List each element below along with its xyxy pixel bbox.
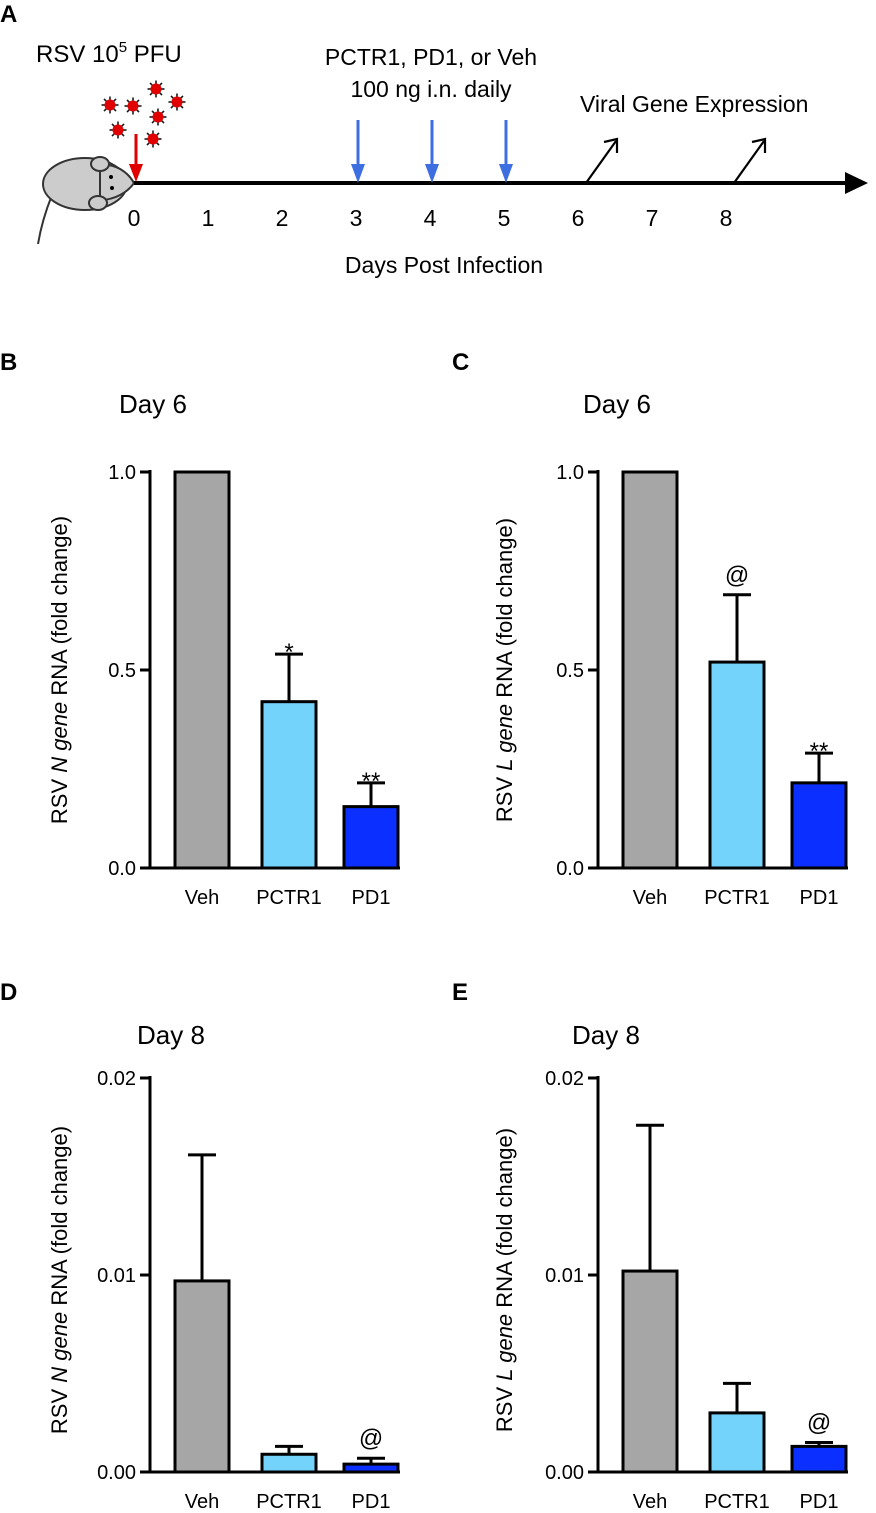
- y-axis-label-b: RSV N gene RNA (fold change): [47, 516, 72, 824]
- virus-icon: [168, 93, 186, 111]
- y-tick-label-c-0: 0.0: [556, 858, 584, 880]
- significance-marker-e-2: @: [807, 1409, 831, 1436]
- significance-marker-b-2: **: [362, 768, 381, 795]
- outcome-label: Viral Gene Expression: [580, 91, 808, 117]
- category-label-e-1: PCTR1: [704, 1491, 770, 1513]
- y-tick-label-b-0: 0.0: [108, 858, 136, 880]
- category-label-c-0: Veh: [633, 887, 667, 909]
- timeline-day-6: 6: [572, 205, 585, 231]
- panel-label-c: C: [452, 349, 469, 376]
- treatment-label: PCTR1, PD1, or Veh: [325, 44, 537, 70]
- bar-b-pd1: [342, 805, 400, 870]
- timeline-arrowhead: [845, 172, 868, 194]
- virus-icon: [147, 80, 165, 98]
- timeline-axis-label: Days Post Infection: [345, 252, 543, 278]
- panel-label-d: D: [0, 979, 17, 1006]
- category-label-d-0: Veh: [185, 1491, 219, 1513]
- y-tick-label-e-0: 0.00: [545, 1462, 584, 1484]
- bar-e-pd1: [790, 1444, 848, 1474]
- bar-d-veh: [173, 1279, 231, 1474]
- y-tick-label-b-2: 1.0: [108, 462, 136, 484]
- y-axis-label-d: RSV N gene RNA (fold change): [47, 1126, 72, 1434]
- treatment-schedule-label: 100 ng i.n. daily: [350, 76, 512, 102]
- dose-arrow-day-4: [425, 120, 439, 183]
- category-label-d-1: PCTR1: [256, 1491, 322, 1513]
- virus-icon: [149, 108, 167, 126]
- virus-icon: [109, 121, 127, 139]
- bar-chart-panels: B Day 6 RSV N gene RNA (fold change) Veh * PC…: [0, 349, 848, 1513]
- chart-title-e: Day 8: [572, 1020, 640, 1050]
- virus-icon: [124, 97, 142, 115]
- significance-marker-c-1: @: [725, 562, 749, 589]
- panel-label-b: B: [0, 349, 17, 376]
- virus-icon: [101, 96, 119, 114]
- bar-chart-panel-b: B Day 6 RSV N gene RNA (fold change) Veh * PC…: [0, 349, 400, 909]
- category-label-e-0: Veh: [633, 1491, 667, 1513]
- timeline-day-2: 2: [276, 205, 289, 231]
- measurement-arrow-day-8: [733, 137, 767, 184]
- timeline-day-4: 4: [424, 205, 437, 231]
- y-tick-label-d-0: 0.00: [97, 1462, 136, 1484]
- timeline-day-8: 8: [720, 205, 733, 231]
- y-axis-label-c: RSV L gene RNA (fold change): [492, 518, 517, 822]
- category-label-b-2: PD1: [352, 887, 391, 909]
- dose-arrows: [351, 120, 513, 183]
- bar-c-veh: [621, 470, 679, 870]
- bar-chart-panel-d: D Day 8 RSV N gene RNA (fold change) Veh PCT…: [0, 979, 400, 1513]
- chart-title-b: Day 6: [119, 389, 187, 419]
- category-label-b-0: Veh: [185, 887, 219, 909]
- bar-c-pctr1: [708, 660, 766, 870]
- category-label-e-2: PD1: [800, 1491, 839, 1513]
- y-tick-label-d-2: 0.02: [97, 1068, 136, 1090]
- infection-arrow: [129, 134, 143, 182]
- panel-label-a: A: [0, 1, 17, 28]
- y-tick-label-c-1: 0.5: [556, 660, 584, 682]
- significance-marker-c-2: **: [810, 738, 829, 765]
- bar-chart-panel-c: C Day 6 RSV L gene RNA (fold change) Veh @ PC…: [452, 349, 848, 909]
- category-label-c-1: PCTR1: [704, 887, 770, 909]
- bar-chart-panel-e: E Day 8 RSV L gene RNA (fold change) Veh PCT…: [452, 979, 848, 1513]
- measurement-arrow-day-6: [585, 137, 619, 184]
- timeline-day-7: 7: [646, 205, 659, 231]
- y-tick-label-e-1: 0.01: [545, 1265, 584, 1287]
- significance-marker-d-2: @: [359, 1425, 383, 1452]
- category-label-d-2: PD1: [352, 1491, 391, 1513]
- timeline-day-5: 5: [498, 205, 511, 231]
- timeline-panel: A RSV 105 PFU PCTR1, PD1, or Veh 100 ng …: [0, 1, 868, 278]
- virus-particles: [101, 80, 186, 148]
- mouse-icon: [37, 156, 136, 245]
- timeline-day-1: 1: [202, 205, 215, 231]
- panel-label-e: E: [452, 979, 468, 1006]
- virus-icon: [144, 130, 162, 148]
- y-tick-label-c-2: 1.0: [556, 462, 584, 484]
- y-tick-label-b-1: 0.5: [108, 660, 136, 682]
- category-label-c-2: PD1: [800, 887, 839, 909]
- chart-title-d: Day 8: [137, 1020, 205, 1050]
- y-tick-label-e-2: 0.02: [545, 1068, 584, 1090]
- measurement-arrows: [585, 137, 767, 184]
- chart-title-c: Day 6: [583, 389, 651, 419]
- bar-e-veh: [621, 1269, 679, 1474]
- bar-b-veh: [173, 470, 231, 870]
- dose-arrow-day-3: [351, 120, 365, 183]
- dose-arrow-day-5: [499, 120, 513, 183]
- y-tick-label-d-1: 0.01: [97, 1265, 136, 1287]
- virus-dose-label: RSV 105 PFU: [36, 39, 182, 68]
- timeline-day-3: 3: [350, 205, 363, 231]
- timeline-day-0: 0: [128, 205, 141, 231]
- bar-d-pctr1: [260, 1452, 318, 1474]
- y-axis-label-e: RSV L gene RNA (fold change): [492, 1128, 517, 1432]
- bar-e-pctr1: [708, 1411, 766, 1474]
- bar-b-pctr1: [260, 700, 318, 870]
- timeline-day-labels: 0 1 2 3 4 5 6 7 8: [128, 205, 733, 231]
- bar-c-pd1: [790, 781, 848, 870]
- category-label-b-1: PCTR1: [256, 887, 322, 909]
- significance-marker-b-1: *: [284, 639, 293, 666]
